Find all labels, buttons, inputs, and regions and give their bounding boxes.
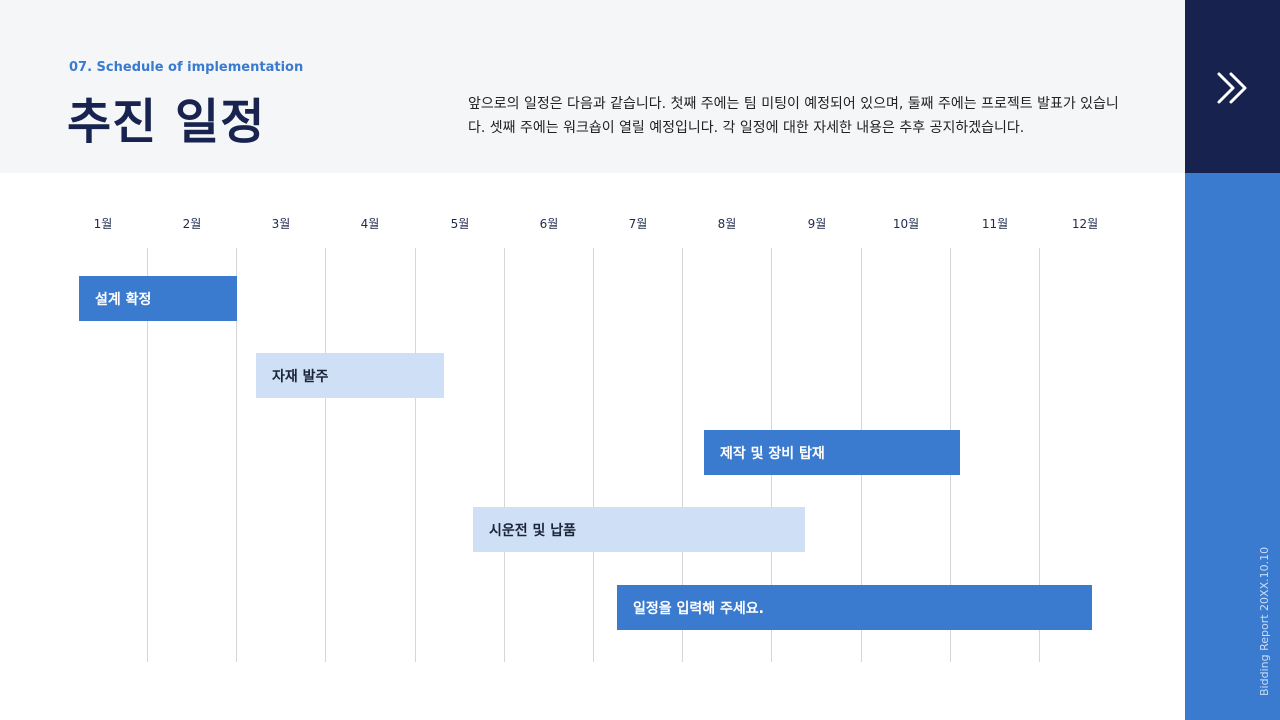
grid-line	[504, 248, 505, 662]
page-description: 앞으로의 일정은 다음과 같습니다. 첫째 주에는 팀 미팅이 예정되어 있으며…	[468, 96, 1119, 136]
task-label: 설계 확정	[95, 291, 152, 308]
month-label-2: 2월	[182, 217, 202, 231]
task-bar-design-confirm[interactable]: 설계 확정	[79, 276, 237, 321]
grid-line	[682, 248, 683, 662]
month-label-5: 5월	[450, 217, 470, 231]
month-label-9: 9월	[807, 217, 827, 231]
sidebar-bottom-panel	[1185, 173, 1280, 720]
month-label-7: 7월	[628, 217, 648, 231]
grid-line	[236, 248, 237, 662]
task-bar-material-order[interactable]: 자재 발주	[256, 353, 444, 398]
task-label: 자재 발주	[272, 368, 329, 385]
task-label: 제작 및 장비 탑재	[720, 445, 825, 462]
month-label-4: 4월	[360, 217, 380, 231]
task-bar-placeholder[interactable]: 일정을 입력해 주세요.	[617, 585, 1092, 630]
month-label-3: 3월	[271, 217, 291, 231]
task-label: 일정을 입력해 주세요.	[633, 600, 764, 617]
month-label-8: 8월	[717, 217, 737, 231]
month-label-6: 6월	[539, 217, 559, 231]
task-bar-test-delivery[interactable]: 시운전 및 납품	[473, 507, 805, 552]
grid-line	[415, 248, 416, 662]
task-label: 시운전 및 납품	[489, 522, 577, 539]
month-label-12: 12월	[1071, 217, 1099, 231]
month-label-1: 1월	[93, 217, 113, 231]
page-title: 추진 일정	[67, 94, 266, 150]
report-footer-text: Bidding Report 20XX.10.10	[1258, 546, 1271, 696]
section-subtitle: 07. Schedule of implementation	[69, 60, 304, 75]
task-bar-production[interactable]: 제작 및 장비 탑재	[704, 430, 960, 475]
grid-line	[593, 248, 594, 662]
grid-line	[325, 248, 326, 662]
month-label-11: 11월	[981, 217, 1009, 231]
month-label-10: 10월	[892, 217, 920, 231]
grid-line	[1039, 248, 1040, 662]
double-chevron-right-icon[interactable]	[1213, 68, 1253, 108]
header-band	[0, 0, 1185, 173]
grid-line	[147, 248, 148, 662]
